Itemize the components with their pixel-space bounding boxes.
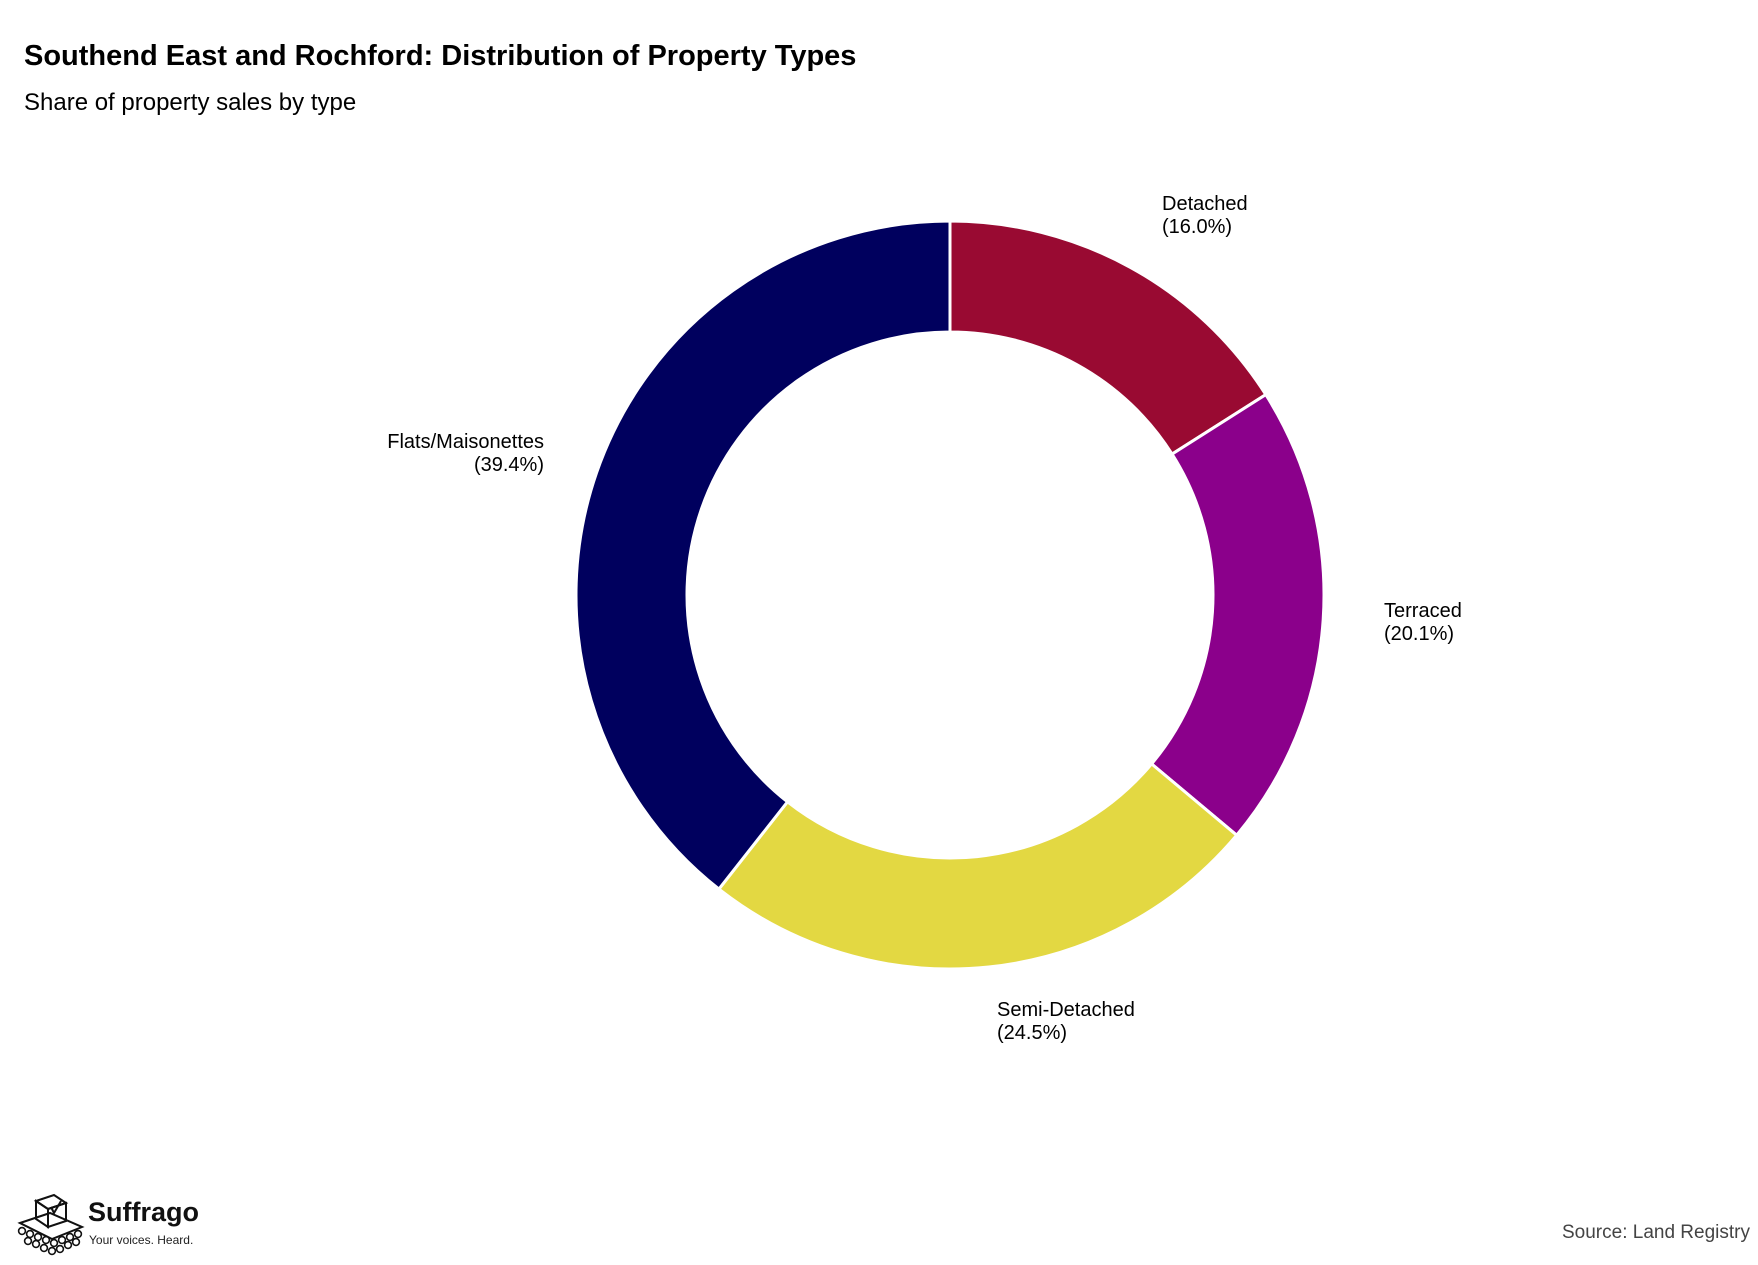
slice-label-semi-detached: Semi-Detached (24.5%)	[997, 999, 1135, 1045]
donut-slice-detached	[948, 219, 1268, 457]
chart-title: Southend East and Rochford: Distribution…	[24, 40, 857, 72]
donut-slice-flats-maisonettes	[574, 219, 952, 892]
brand-name: Suffrago	[88, 1197, 199, 1227]
slice-label-detached: Detached (16.0%)	[1162, 193, 1248, 239]
brand-tagline: Your voices. Heard.	[89, 1233, 194, 1247]
source-note: Source: Land Registry	[1562, 1222, 1750, 1243]
slice-label-name: Flats/Maisonettes	[387, 431, 544, 453]
suffrago-logo: Suffrago Your voices. Heard.	[14, 1193, 234, 1257]
slice-label-terraced: Terraced (20.1%)	[1384, 600, 1462, 646]
slice-label-flats-maisonettes: Flats/Maisonettes (39.4%)	[387, 431, 544, 477]
slice-label-percent: (20.1%)	[1384, 623, 1455, 645]
slice-label-name: Detached	[1162, 193, 1248, 215]
slice-label-percent: (39.4%)	[473, 454, 544, 476]
slice-label-name: Terraced	[1384, 600, 1462, 622]
ballot-box-crowd-icon	[17, 1193, 85, 1256]
donut-slice-terraced	[1149, 392, 1326, 838]
donut-slice-semi-detached	[716, 761, 1239, 971]
slice-label-percent: (24.5%)	[997, 1022, 1068, 1044]
slice-label-name: Semi-Detached	[997, 999, 1135, 1021]
slice-label-percent: (16.0%)	[1162, 216, 1233, 238]
chart-subtitle: Share of property sales by type	[24, 89, 357, 116]
